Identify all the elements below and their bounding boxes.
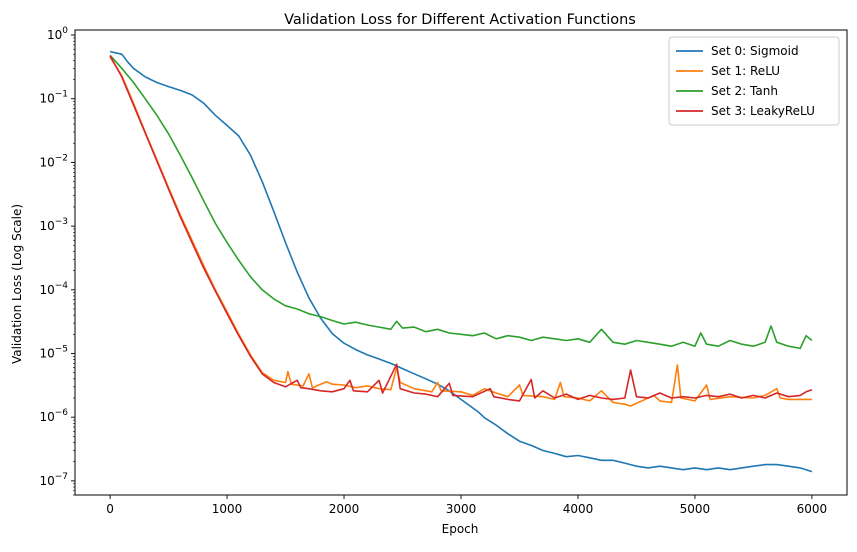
legend-label: Set 3: LeakyReLU <box>711 104 815 118</box>
series-line-2 <box>109 54 813 350</box>
y-tick-label: 10−3 <box>39 217 68 233</box>
series-line-0 <box>109 50 813 473</box>
y-tick-label: 10−2 <box>39 153 68 169</box>
legend: Set 0: Sigmoid Set 1: ReLU Set 2: Tanh Set … <box>668 36 840 126</box>
y-tick-base: 10 <box>39 283 54 297</box>
y-tick-label: 10−1 <box>39 90 68 106</box>
y-tick-label: 10−4 <box>39 281 68 297</box>
x-tick-label: 1000 <box>212 502 243 516</box>
y-axis-label: Validation Loss (Log Scale) <box>10 204 24 364</box>
legend-label: Set 0: Sigmoid <box>711 44 799 58</box>
y-tick-base: 10 <box>39 474 54 488</box>
x-tick-label: 0 <box>106 502 114 516</box>
y-tick-label: 10−7 <box>39 472 68 488</box>
legend-label: Set 1: ReLU <box>711 64 780 78</box>
y-tick-base: 10 <box>39 219 54 233</box>
x-tick-label: 4000 <box>563 502 594 516</box>
x-tick-label: 2000 <box>329 502 360 516</box>
x-tick-label: 5000 <box>680 502 711 516</box>
x-axis-label: Epoch <box>442 522 479 536</box>
series-line-3 <box>109 55 813 402</box>
y-tick-base: 10 <box>39 410 54 424</box>
y-tick-exponent: −4 <box>55 281 69 291</box>
y-tick-exponent: 0 <box>62 26 68 36</box>
legend-label: Set 2: Tanh <box>711 84 778 98</box>
y-tick-exponent: −2 <box>55 153 68 163</box>
x-tick-label: 3000 <box>446 502 477 516</box>
y-tick-exponent: −6 <box>55 408 69 418</box>
y-tick-label: 10−6 <box>39 408 68 424</box>
y-tick-label: 100 <box>47 26 68 42</box>
y-tick-base: 10 <box>39 155 54 169</box>
x-axis: 0 1000 2000 3000 4000 5000 6000 <box>106 495 827 516</box>
y-tick-exponent: −5 <box>55 344 68 354</box>
y-tick-base: 10 <box>47 28 62 42</box>
x-tick-label: 6000 <box>797 502 828 516</box>
y-tick-exponent: −3 <box>55 217 68 227</box>
y-tick-base: 10 <box>39 346 54 360</box>
y-tick-base: 10 <box>39 92 54 106</box>
chart-title: Validation Loss for Different Activation… <box>284 12 636 28</box>
y-tick-exponent: −7 <box>55 472 68 482</box>
legend-box <box>668 36 840 126</box>
y-tick-label: 10−5 <box>39 344 68 360</box>
series-layer <box>109 50 813 473</box>
y-tick-exponent: −1 <box>55 90 68 100</box>
